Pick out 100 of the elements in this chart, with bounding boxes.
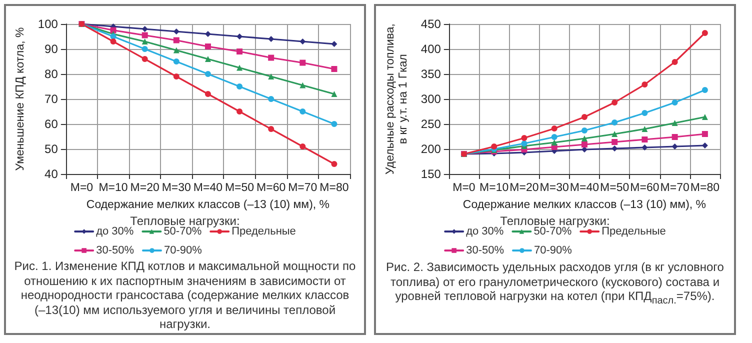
x-tick-label: M=70 <box>288 182 318 194</box>
x-tick-label: M=50 <box>600 182 630 194</box>
point <box>173 37 180 44</box>
point <box>173 74 180 80</box>
y-tick-label: 450 <box>420 17 442 31</box>
point <box>142 26 148 32</box>
point <box>142 46 148 52</box>
point <box>173 47 180 54</box>
x-tick-label: M=80 <box>320 182 349 194</box>
point <box>204 44 211 50</box>
point <box>612 120 618 126</box>
point <box>642 126 648 132</box>
point <box>236 84 243 90</box>
text: Рис. 2. Зависимость удельных расходов угля (в кг условного топлива) от его гранулометрического (кускового) состава и уровней тепловой нагрузки на котел (при КПД$_{пасл.}$=75%). <box>385 259 725 308</box>
point <box>672 120 678 126</box>
point <box>581 128 588 134</box>
legend-label: 70-90% <box>164 244 202 256</box>
point <box>702 131 708 137</box>
x-tick-label: M=30 <box>540 182 569 194</box>
y-tick-label: 70 <box>44 92 58 106</box>
point <box>173 58 180 64</box>
point <box>702 114 708 120</box>
y-tick-label: 400 <box>420 42 442 56</box>
point <box>110 27 116 34</box>
point <box>300 144 306 150</box>
x-tick-label: M=60 <box>630 182 660 194</box>
point <box>551 126 558 132</box>
point <box>142 32 148 38</box>
legend-label: 30-50% <box>466 244 504 256</box>
point <box>268 54 274 61</box>
legend-label: до 30% <box>466 226 504 238</box>
point <box>642 144 648 150</box>
x-tick-label: M=40 <box>570 182 600 194</box>
legend-title: Тепловые нагрузки: <box>500 214 610 228</box>
point <box>612 131 618 137</box>
point <box>702 30 708 36</box>
text: Рис. 1. Изменение КПД котлов и максимальной мощности по отношению к их паспортным значениям в зависимости от неоднородности грансостава (содержание мелких классов (–13(10) мм используемого угля и величины тепловой нагрузки. <box>13 258 357 333</box>
x-tick-label: M=50 <box>224 182 254 194</box>
point <box>142 56 148 62</box>
point <box>331 66 338 72</box>
point <box>300 108 306 114</box>
point <box>331 161 338 167</box>
point <box>521 140 528 146</box>
legend-label: 70-90% <box>534 244 572 256</box>
point <box>551 134 558 140</box>
x-tick-label: M=60 <box>256 182 286 194</box>
x-tick-label: M=80 <box>690 182 720 194</box>
x-tick-label: M=0 <box>70 182 94 194</box>
legend-label: 50-70% <box>164 226 202 238</box>
legend-label: 50-70% <box>534 226 572 238</box>
point <box>331 41 338 47</box>
legend-label: до 30% <box>96 226 134 238</box>
point <box>110 38 116 44</box>
point <box>672 100 678 106</box>
point <box>672 144 678 150</box>
legend-title: Тепловые нагрузки: <box>130 214 240 228</box>
legend-label: Предельные <box>602 226 666 238</box>
point <box>268 126 274 132</box>
y-tick-label: 100 <box>38 17 58 31</box>
point <box>642 136 648 142</box>
point <box>331 91 338 97</box>
x-tick-label: M=40 <box>193 182 223 194</box>
point <box>204 56 211 62</box>
point <box>702 87 708 93</box>
x-axis-title: Содержание мелких классов (–13 (10) мм), % <box>86 198 330 211</box>
x-tick-label: M=70 <box>660 182 690 194</box>
point <box>612 139 618 145</box>
x-tick-label: M=0 <box>452 182 476 194</box>
point <box>331 121 338 127</box>
y-tick-label: 90 <box>44 42 58 56</box>
point <box>236 108 243 114</box>
point <box>268 74 274 80</box>
point <box>300 82 306 88</box>
y-tick-label: 80 <box>44 67 58 81</box>
point <box>672 134 678 140</box>
point <box>581 142 588 148</box>
x-tick-label: M=30 <box>162 182 191 194</box>
point <box>300 38 306 44</box>
y-tick-label: 350 <box>420 67 442 81</box>
point <box>268 96 274 102</box>
y-tick-label: 50 <box>44 142 58 156</box>
point <box>142 38 148 44</box>
point <box>612 100 618 106</box>
point <box>581 136 588 142</box>
point <box>672 59 678 65</box>
x-tick-label: M=10 <box>98 182 128 194</box>
x-tick-label: M=10 <box>480 182 509 194</box>
point <box>642 110 648 116</box>
point <box>300 60 306 66</box>
point <box>642 82 648 88</box>
legend-label: Предельные <box>232 226 296 238</box>
y-tick-label: 200 <box>420 142 442 156</box>
y-tick-label: 40 <box>44 167 58 181</box>
x-tick-label: M=20 <box>510 182 539 194</box>
x-axis-title: Содержание мелких классов (–13 (10) мм), % <box>462 198 706 211</box>
point <box>491 144 498 150</box>
point <box>581 114 588 120</box>
point <box>204 71 211 77</box>
point <box>236 64 243 71</box>
y-tick-label: 60 <box>44 117 58 131</box>
